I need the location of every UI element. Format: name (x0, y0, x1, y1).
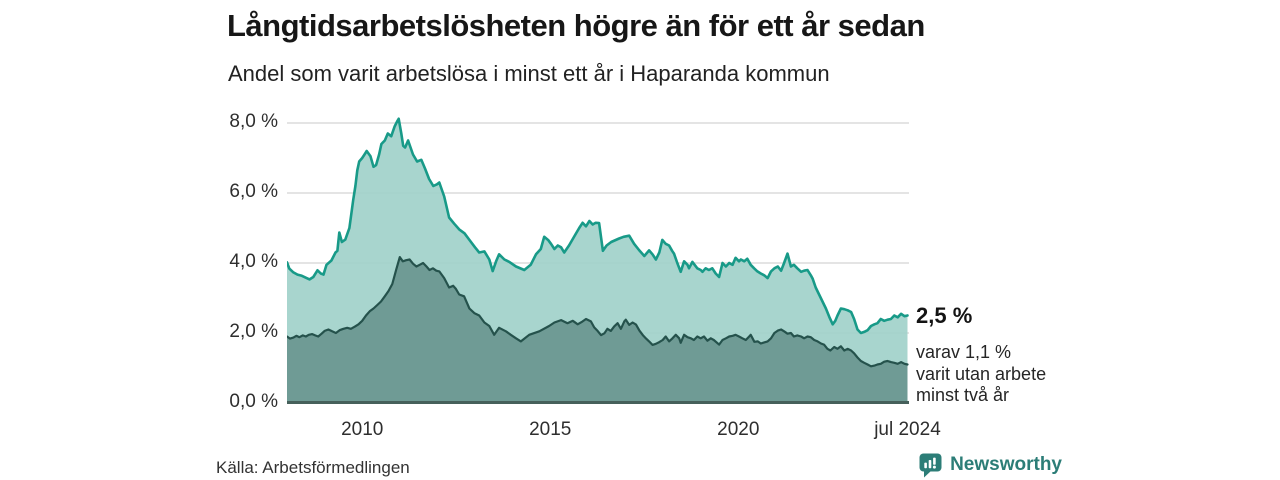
annotation-line-1: varav 1,1 % (916, 342, 1012, 362)
annotation-line-3: minst två år (916, 385, 1010, 405)
series-area-1 (287, 257, 908, 403)
gridline-6pct (287, 192, 909, 194)
y-tick-label: 8,0 % (229, 111, 278, 132)
brand-logo: Newsworthy (918, 452, 1062, 478)
brand-wordmark: Newsworthy (950, 454, 1062, 475)
x-tick-label: jul 2024 (874, 419, 941, 440)
newsworthy-bubble-chart-icon (919, 453, 942, 478)
x-axis-line (287, 401, 909, 404)
page-subtitle: Andel som varit arbetslösa i minst ett å… (228, 61, 830, 86)
x-tick-label: 2010 (341, 419, 384, 440)
series-end-value-label: 2,5 % (916, 303, 973, 328)
source-credit: Källa: Arbetsförmedlingen (216, 458, 410, 477)
area-chart (287, 117, 909, 403)
y-tick-label: 2,0 % (229, 321, 278, 342)
page-title: Långtidsarbetslösheten högre än för ett … (227, 8, 925, 43)
gridline-8pct (287, 122, 909, 124)
annotation-line-2: varit utan arbete (916, 363, 1047, 384)
series-sub-annotation: varav 1,1 % varit utan arbete minst två … (916, 342, 1046, 407)
x-tick-label: 2015 (529, 419, 572, 440)
series-line-1 (287, 256, 909, 368)
x-tick-label: 2020 (717, 419, 760, 440)
y-tick-label: 0,0 % (229, 391, 278, 412)
series-line-0 (287, 117, 909, 335)
y-tick-label: 4,0 % (229, 251, 278, 272)
y-tick-label: 6,0 % (229, 181, 278, 202)
